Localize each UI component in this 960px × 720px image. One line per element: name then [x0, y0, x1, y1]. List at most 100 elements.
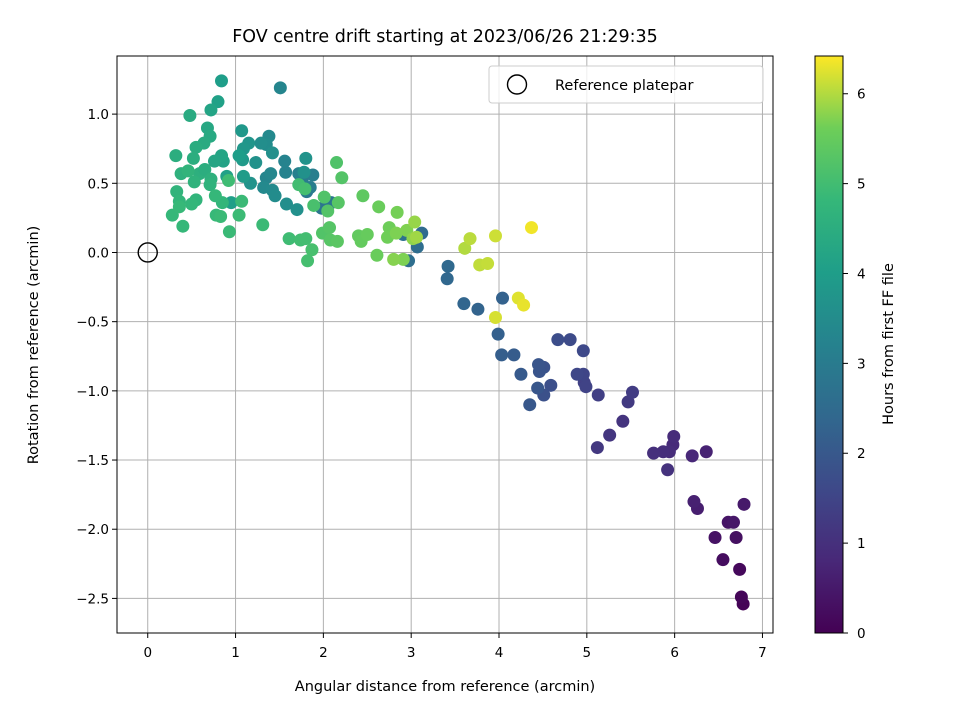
data-point	[187, 175, 201, 189]
x-tick-label: 2	[319, 645, 328, 661]
data-point	[576, 344, 590, 358]
data-point	[264, 167, 278, 181]
data-point	[616, 414, 630, 428]
data-point	[278, 154, 292, 168]
data-point	[390, 205, 404, 219]
data-point	[297, 165, 311, 179]
data-point	[301, 254, 315, 268]
data-point	[734, 590, 748, 604]
colorbar-tick-label: 4	[857, 266, 866, 282]
data-point	[481, 257, 495, 271]
y-tick-label: 0.0	[88, 245, 109, 261]
x-tick-label: 4	[495, 645, 504, 661]
data-point	[514, 367, 528, 381]
data-point	[440, 272, 454, 286]
data-point	[525, 221, 539, 235]
data-point	[204, 103, 218, 117]
y-tick-label: 0.5	[88, 176, 109, 192]
data-point	[687, 495, 701, 509]
y-tick-label: −1.5	[76, 453, 109, 469]
data-point	[457, 297, 471, 311]
data-point	[396, 252, 410, 266]
data-point	[256, 218, 270, 232]
data-point	[463, 232, 477, 246]
legend-box	[488, 65, 764, 104]
data-point	[330, 156, 344, 170]
data-point	[185, 197, 199, 211]
colorbar-gradient	[814, 55, 844, 634]
data-point	[335, 171, 349, 185]
data-point	[207, 154, 221, 168]
data-point	[249, 156, 263, 170]
y-axis: −2.5 −2.0 −1.5 −1.0 −0.5 0.0 0.5 1.0	[76, 107, 117, 607]
legend-marker-reference	[506, 74, 528, 95]
data-point	[625, 385, 639, 399]
data-point	[298, 182, 312, 196]
data-point	[621, 395, 635, 409]
legend: Reference platepar	[488, 65, 764, 104]
data-point	[214, 210, 228, 224]
data-point	[458, 241, 472, 255]
data-point	[323, 221, 337, 235]
data-point	[235, 124, 249, 138]
data-point	[563, 333, 577, 347]
data-point	[523, 398, 537, 412]
x-tick-label: 7	[758, 645, 767, 661]
data-point	[531, 381, 545, 395]
data-point	[279, 165, 293, 179]
data-point	[471, 302, 485, 316]
data-point	[488, 311, 502, 325]
data-point	[716, 553, 730, 567]
data-point	[215, 74, 229, 88]
data-point	[254, 136, 268, 150]
y-tick-label: −0.5	[76, 315, 109, 331]
data-point	[307, 198, 321, 212]
data-point	[265, 146, 279, 160]
data-point	[186, 151, 200, 165]
data-point	[656, 445, 670, 459]
data-point	[496, 291, 510, 305]
x-tick-label: 6	[670, 645, 679, 661]
data-point	[370, 248, 384, 262]
colorbar-tick-label: 6	[857, 87, 866, 103]
y-axis-label: Rotation from reference (arcmin)	[26, 226, 42, 465]
data-point	[667, 430, 681, 444]
data-point	[198, 162, 212, 176]
data-point	[360, 227, 374, 241]
colorbar-tick-label: 3	[857, 356, 866, 372]
data-point	[507, 348, 521, 362]
data-point	[372, 200, 386, 214]
x-tick-label: 5	[583, 645, 592, 661]
data-point	[389, 226, 403, 240]
x-axis: 0 1 2 3 4 5 6 7	[143, 633, 767, 661]
chart-title: FOV centre drift starting at 2023/06/26 …	[232, 27, 658, 47]
data-point	[183, 108, 197, 122]
colorbar-tick-label: 2	[857, 446, 866, 462]
data-point	[232, 149, 246, 163]
data-point	[321, 204, 335, 218]
colorbar: 0 1 2 3 4 5 6 Hours from first FF file	[814, 55, 897, 642]
data-point	[517, 298, 531, 312]
reference-point-marker	[137, 242, 158, 263]
data-point	[726, 515, 740, 529]
x-tick-label: 0	[143, 645, 152, 661]
data-point	[603, 428, 617, 442]
data-point	[488, 229, 502, 243]
data-point	[208, 189, 222, 203]
data-point	[331, 196, 345, 210]
data-point	[551, 333, 565, 347]
data-points	[137, 74, 751, 611]
data-point	[356, 189, 370, 203]
x-axis-label: Angular distance from reference (arcmin)	[295, 679, 595, 695]
data-point	[235, 194, 249, 208]
data-point	[203, 178, 217, 192]
grid	[117, 56, 773, 633]
colorbar-tick-label: 5	[857, 177, 866, 193]
data-point	[532, 358, 546, 372]
data-point	[172, 200, 186, 214]
data-point	[299, 232, 313, 246]
data-point	[222, 225, 236, 239]
data-point	[544, 378, 558, 392]
data-point	[590, 441, 604, 455]
